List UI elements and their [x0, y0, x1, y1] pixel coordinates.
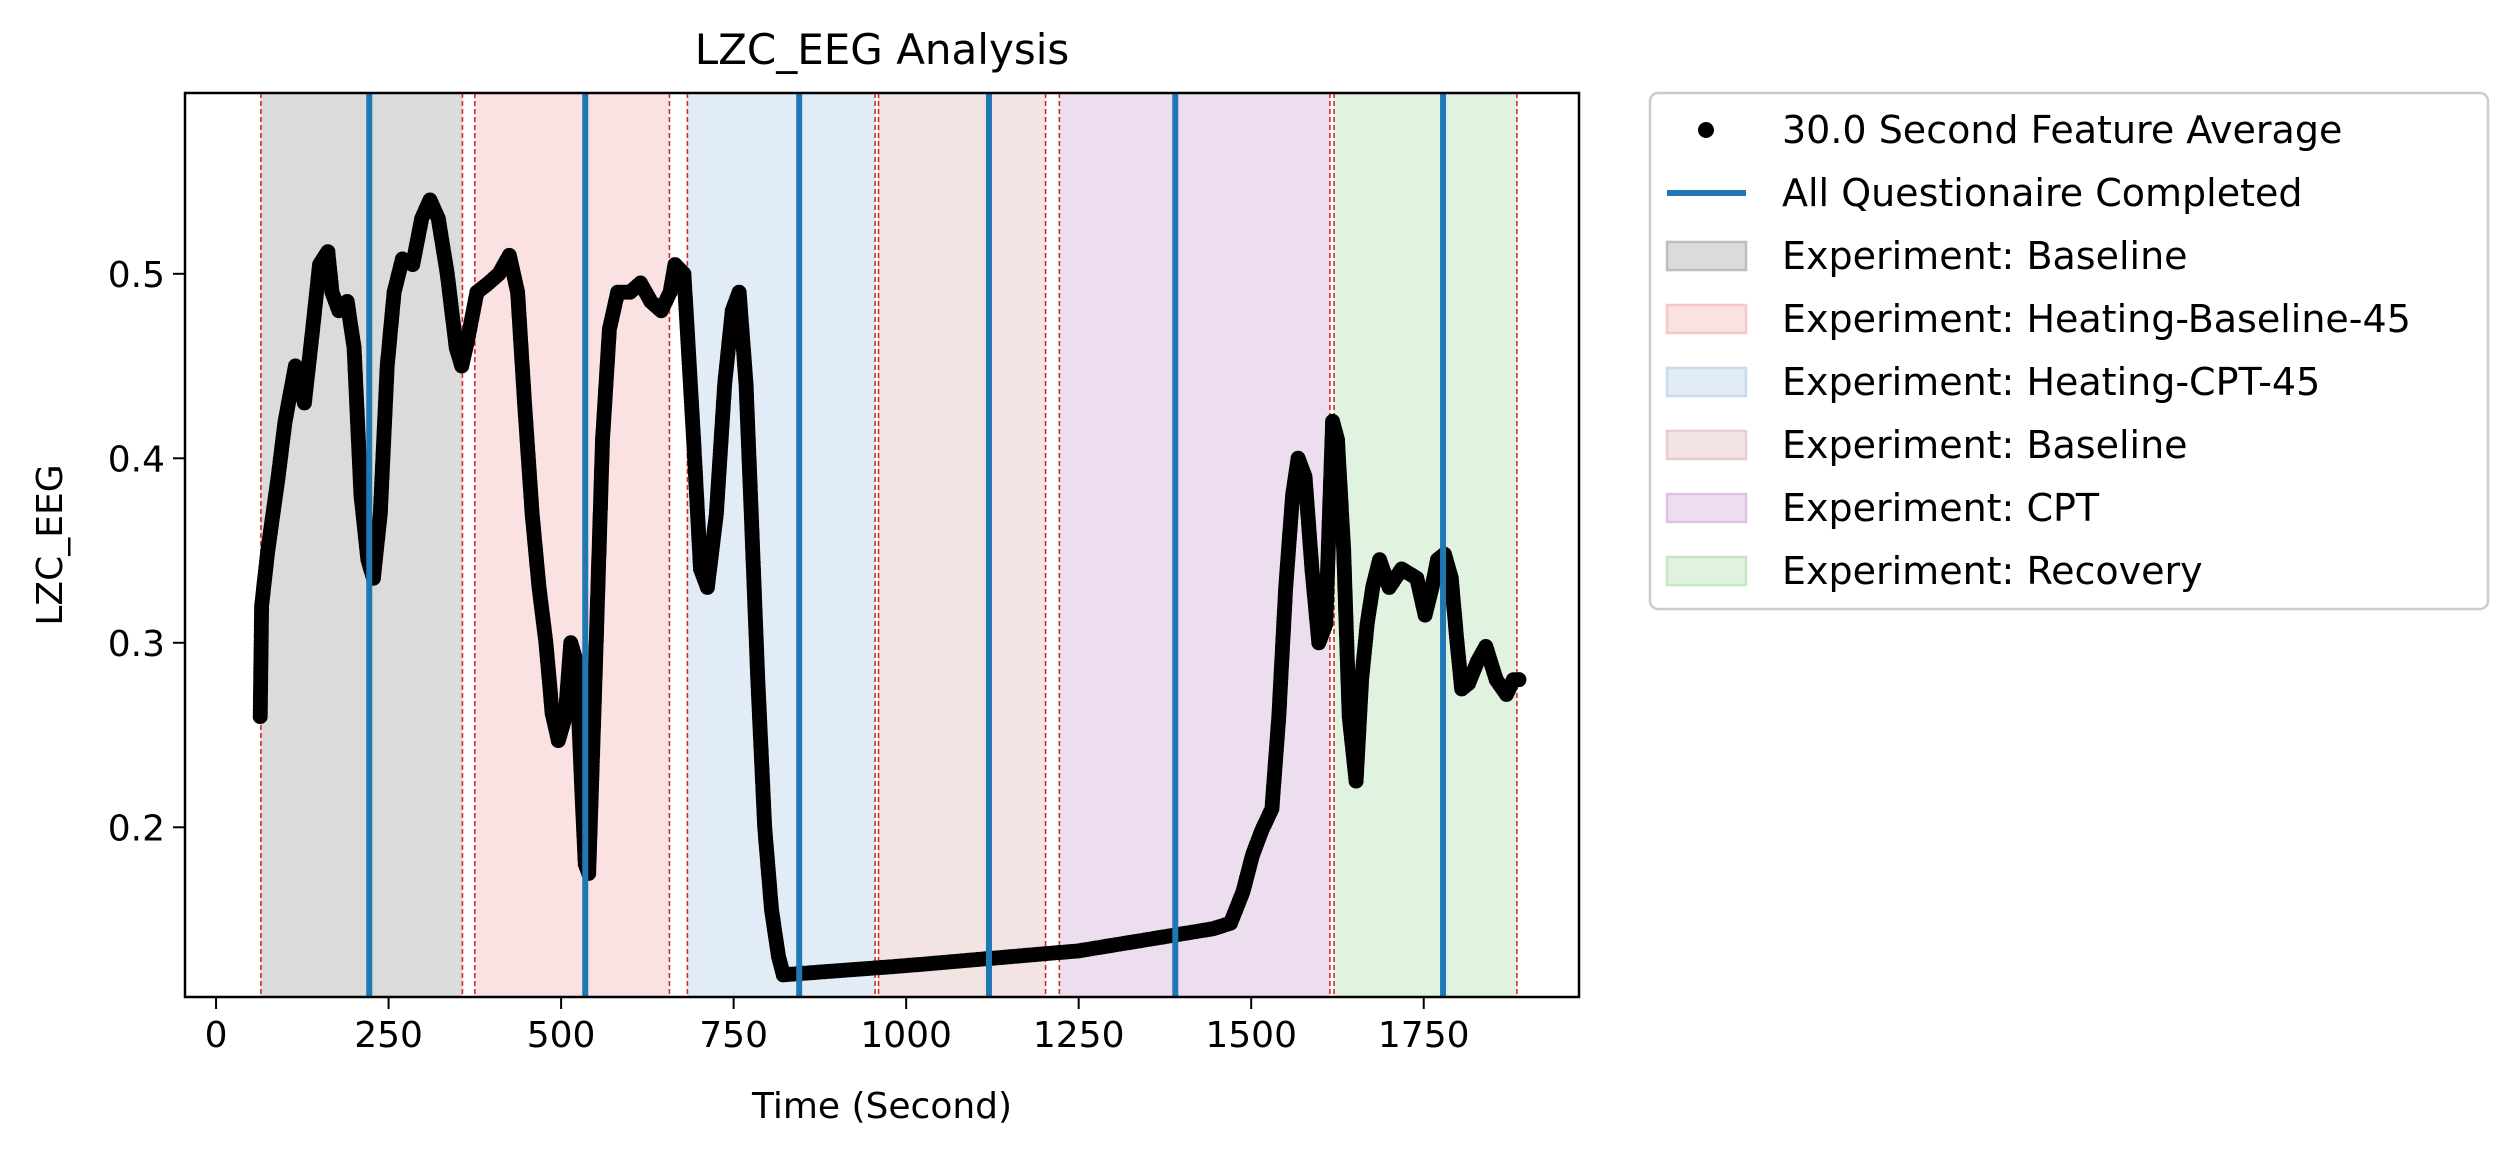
legend-label: Experiment: Heating-CPT-45 [1782, 360, 2320, 404]
y-axis-ticks: 0.2 0.3 0.4 0.5 [108, 255, 185, 849]
phase-bands [260, 93, 1517, 997]
y-tick-label: 0.4 [108, 439, 165, 480]
legend-marker-point [1698, 122, 1714, 138]
data-points [252, 192, 1527, 983]
legend-label: 30.0 Second Feature Average [1782, 108, 2342, 152]
legend-label: Experiment: Baseline [1782, 423, 2188, 467]
legend-marker-patch [1665, 303, 1748, 335]
x-tick-label: 250 [354, 1015, 423, 1056]
x-tick-label: 1500 [1205, 1015, 1297, 1056]
x-tick-label: 500 [527, 1015, 596, 1056]
chart-legend: 30.0 Second Feature Average All Questiona… [1648, 91, 2490, 611]
x-tick-label: 1250 [1033, 1015, 1125, 1056]
plot-frame [183, 91, 1581, 999]
legend-label: Experiment: Recovery [1782, 549, 2203, 593]
legend-marker-patch [1665, 366, 1748, 398]
phase-band-3 [878, 93, 1046, 997]
x-tick-label: 0 [205, 1015, 228, 1056]
legend-marker-patch [1665, 240, 1748, 272]
legend-marker-patch [1665, 492, 1748, 524]
legend-label: Experiment: Baseline [1782, 234, 2188, 278]
questionnaire-lines [366, 93, 1447, 997]
x-axis-label: Time (Second) [751, 1086, 1012, 1127]
x-tick-label: 1750 [1378, 1015, 1470, 1056]
x-axis-ticks: 0 250 500 750 1000 1250 1500 1750 [205, 997, 1470, 1056]
x-tick-label: 750 [699, 1015, 768, 1056]
legend-marker-patch [1665, 555, 1748, 587]
phase-band-5 [1334, 93, 1517, 997]
y-tick-label: 0.5 [108, 255, 165, 296]
data-point [1511, 672, 1527, 688]
legend-frame [1648, 91, 2490, 611]
phase-band-1 [474, 93, 670, 997]
legend-label: Experiment: CPT [1782, 486, 2100, 530]
legend-label: Experiment: Heating-Baseline-45 [1782, 297, 2411, 341]
legend-label: All Questionaire Completed [1782, 171, 2303, 215]
y-tick-label: 0.2 [108, 808, 165, 849]
y-axis-label: LZC_EEG [30, 464, 71, 625]
x-tick-label: 1000 [860, 1015, 952, 1056]
y-tick-label: 0.3 [108, 624, 165, 665]
chart-title: LZC_EEG Analysis [695, 25, 1070, 74]
legend-marker-patch [1665, 429, 1748, 461]
